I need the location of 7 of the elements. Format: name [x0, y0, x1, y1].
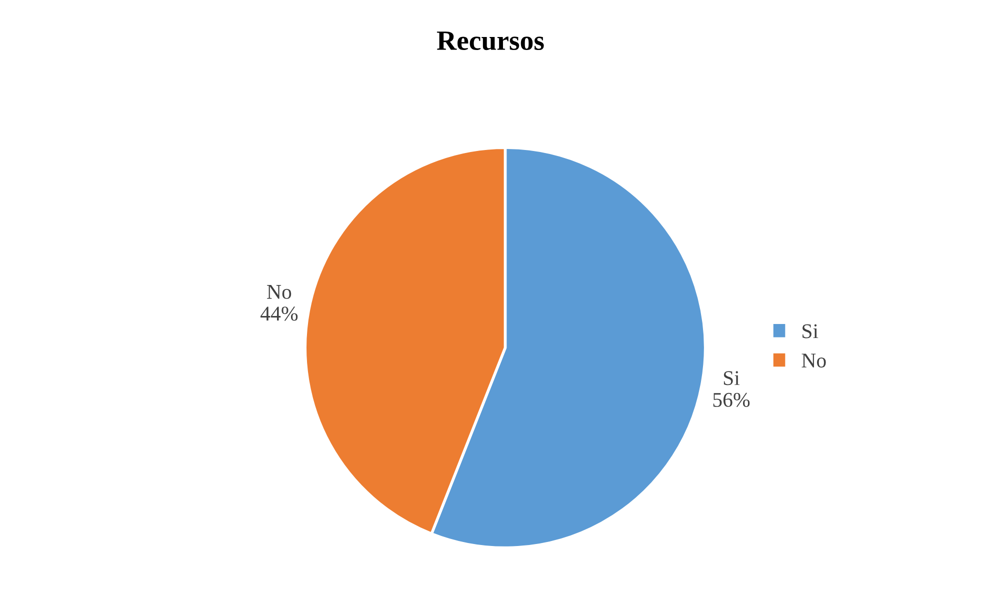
legend-label: Si [802, 324, 818, 338]
legend-label: No [802, 354, 826, 368]
data-label: 56% [713, 392, 750, 407]
slice-label: Si [724, 371, 740, 386]
data-label: 44% [260, 306, 298, 321]
slice-label: No [267, 285, 292, 299]
chart-title: Recursos [436, 32, 544, 50]
